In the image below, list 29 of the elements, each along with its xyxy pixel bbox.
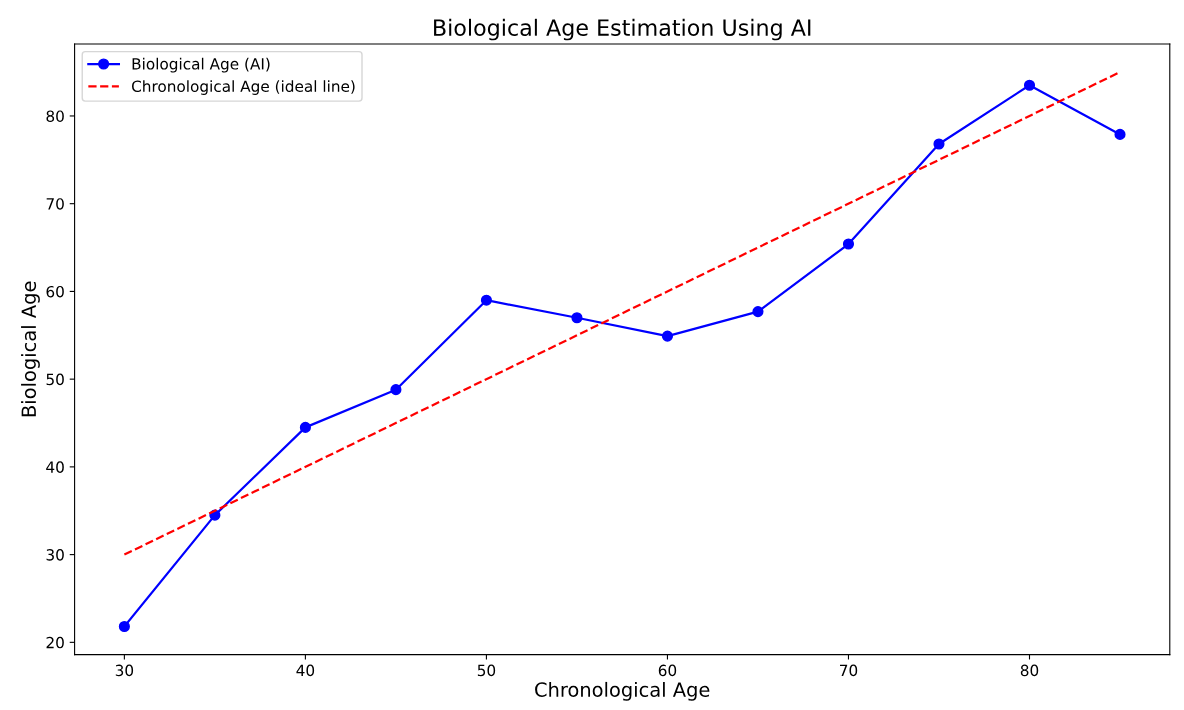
y-tick-label: 60 <box>46 285 64 298</box>
point <box>842 238 855 250</box>
y-tick-label: 40 <box>46 461 64 473</box>
y-tick-label: 20 <box>46 636 64 649</box>
x-tick-label: 30 <box>115 664 134 677</box>
point <box>752 306 764 318</box>
point <box>1114 128 1126 140</box>
point <box>571 312 583 324</box>
x-tick-label: 40 <box>296 664 315 677</box>
y-tick-label: 50 <box>46 373 64 386</box>
x-tick-label: 70 <box>840 664 858 677</box>
y-tick-label: 70 <box>46 198 64 210</box>
legend-label: Biological Age (AI) <box>132 57 270 73</box>
y-tick-label: 30 <box>46 549 64 561</box>
chart-title: Biological Age Estimation Using AI <box>434 18 811 41</box>
legend-label: Chronological Age (ideal line) <box>131 80 355 95</box>
point <box>118 620 130 633</box>
point <box>661 330 674 342</box>
point <box>933 138 945 150</box>
point <box>1023 79 1036 91</box>
x-axis-title: Chronological Age <box>535 681 710 701</box>
point <box>390 384 402 396</box>
point <box>299 421 311 433</box>
x-tick-label: 50 <box>477 664 496 677</box>
point <box>480 294 492 306</box>
y-tick-label: 80 <box>46 110 64 122</box>
x-tick-label: 80 <box>1020 664 1039 677</box>
x-tick-label: 60 <box>658 664 677 677</box>
y-axis-title: Biological Age <box>21 281 40 417</box>
